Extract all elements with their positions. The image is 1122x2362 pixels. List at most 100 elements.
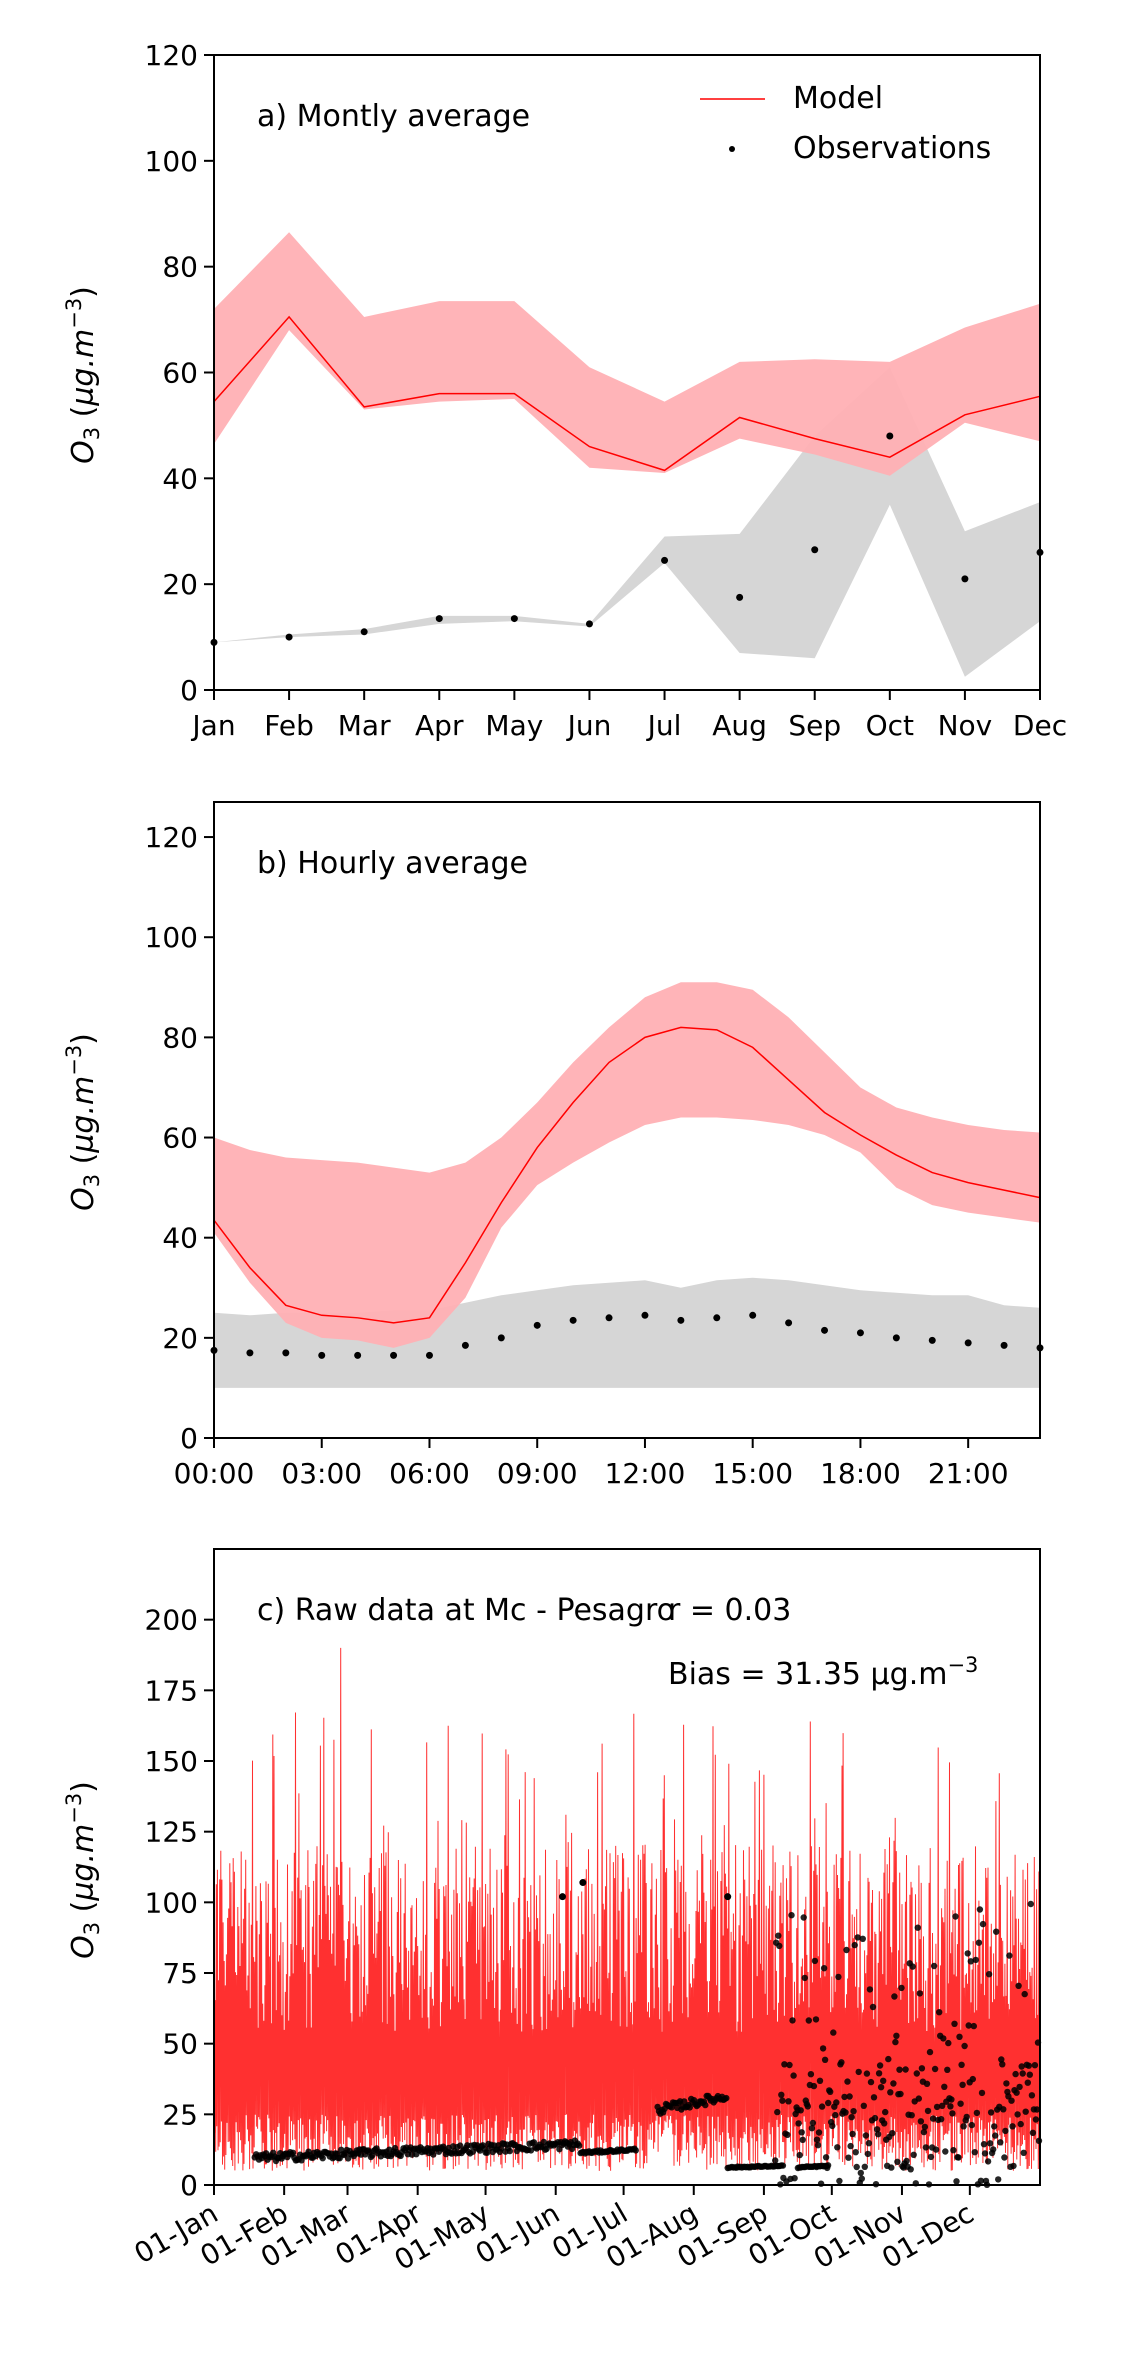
observation-point (874, 2131, 882, 2138)
observation-point (786, 2061, 793, 2069)
observation-point (1002, 2127, 1009, 2135)
observation-point (800, 1914, 807, 1921)
observation-point (461, 1341, 469, 1349)
observation-point (821, 1326, 829, 1334)
y-tick-label: 200 (145, 1604, 198, 1637)
panel-a-monthly-chart: 0 20 40 60 80 100 120 Jan Feb Mar Apr May Jun Jul Aug S… (62, 39, 1067, 742)
y-tick-label: 0 (180, 674, 198, 707)
observation-point (964, 1950, 971, 1957)
observation-point (1024, 2079, 1032, 2086)
observation-point (848, 2114, 855, 2121)
observation-point (838, 2059, 845, 2066)
observation-point (909, 1963, 916, 1970)
observation-point (858, 2175, 865, 2182)
observation-point (319, 2155, 326, 2162)
observation-point (798, 2129, 805, 2136)
observation-point (435, 615, 443, 623)
observation-point (869, 2003, 877, 2011)
observation-point (977, 2177, 985, 2184)
observation-point (1028, 2092, 1036, 2099)
panel-c-raw-chart: 025507510012515017520001-Jan01-Feb01-Mar… (62, 1548, 1043, 2277)
observation-point (864, 2150, 872, 2158)
panel-c-observation-points (251, 1879, 1043, 2188)
observation-point (1006, 1952, 1013, 1959)
y-tick-label: 120 (145, 821, 198, 854)
observation-point (1014, 2111, 1021, 2118)
y-tick-label: 40 (162, 462, 198, 495)
observation-point (902, 2066, 909, 2073)
observation-point (971, 2149, 978, 2156)
panel-b-points (210, 1311, 1044, 1359)
observation-point (980, 2141, 988, 2148)
observation-point (876, 2062, 884, 2069)
observation-point (940, 2035, 947, 2042)
model-line (213, 1026, 1041, 1324)
observation-point (632, 2147, 639, 2154)
observation-point (958, 2061, 965, 2068)
observation-point (791, 2175, 798, 2182)
observation-point (1018, 2063, 1025, 2070)
observation-point (923, 2080, 931, 2087)
observation-point (605, 1314, 613, 1322)
x-tick-label: Oct (866, 709, 914, 742)
observation-point (896, 2066, 903, 2073)
legend-observations-marker (729, 146, 735, 152)
observation-point (774, 2108, 781, 2116)
observation-point (830, 2029, 837, 2036)
y-tick-label: 100 (145, 921, 198, 954)
observation-point (784, 2131, 791, 2138)
observation-point (859, 1935, 866, 1943)
observation-point (285, 633, 293, 641)
observation-point (892, 1334, 900, 1342)
panel-a-ylabel: O3 (µg.m−3) (62, 286, 104, 464)
observation-point (886, 432, 894, 440)
x-tick-label: 12:00 (605, 1457, 686, 1490)
x-tick-label: Jul (646, 709, 682, 742)
observation-point (961, 2042, 968, 2050)
observation-point (829, 2122, 836, 2130)
observation-point (939, 2102, 946, 2109)
observation-point (1012, 2070, 1019, 2078)
observation-point (785, 2098, 792, 2105)
observation-point (686, 2104, 693, 2111)
observation-point (981, 2150, 989, 2157)
observation-point (987, 2109, 995, 2116)
observation-point (928, 1336, 936, 1344)
observation-point (870, 2094, 878, 2101)
observation-point (749, 1311, 757, 1319)
observation-point (907, 2166, 914, 2173)
observation-point (1019, 2070, 1026, 2077)
observation-point (809, 2119, 817, 2127)
observation-point (921, 2123, 929, 2131)
observation-point (530, 2139, 538, 2146)
observation-point (559, 1893, 567, 1901)
y-tick-label: 100 (145, 1886, 198, 1919)
observation-point (1001, 2154, 1008, 2161)
observation-point (931, 2065, 939, 2073)
y-tick-label: 125 (145, 1816, 198, 1849)
observation-point (877, 2084, 885, 2091)
observation-point (986, 2140, 994, 2147)
observation-point (818, 2103, 826, 2110)
observation-point (825, 2099, 832, 2107)
observation-point (569, 1316, 577, 1324)
observation-point (967, 1958, 974, 1965)
observation-point (1008, 2097, 1015, 2104)
observation-point (866, 1986, 874, 1993)
y-tick-label: 0 (180, 1422, 198, 1455)
observation-point (850, 2108, 857, 2115)
observation-point (813, 2136, 821, 2143)
observation-point (506, 2147, 513, 2155)
observation-point (1031, 2062, 1039, 2069)
observation-point (824, 2164, 831, 2172)
observation-point (910, 2151, 917, 2158)
observation-point (951, 2020, 958, 2028)
observation-point (821, 2056, 829, 2063)
observation-point (724, 1893, 732, 1901)
observation-point (781, 2061, 788, 2068)
observation-point (938, 2116, 945, 2123)
y-tick-label: 60 (162, 357, 198, 390)
observation-point (891, 1993, 898, 2000)
observation-point (723, 2094, 730, 2102)
model-line (213, 315, 1041, 472)
